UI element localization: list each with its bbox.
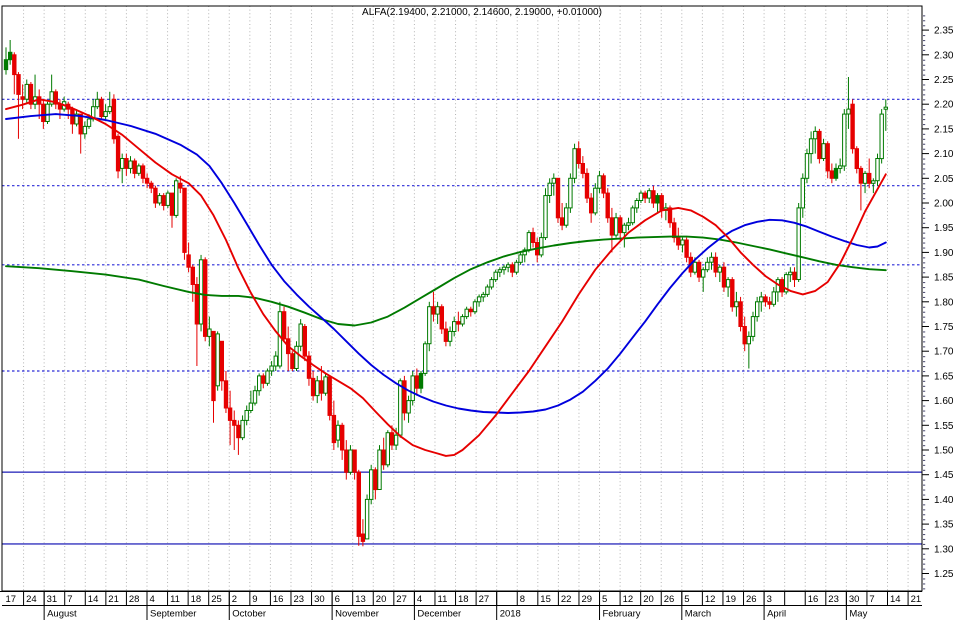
week-tick-label: 16 [808,594,819,605]
price-axis-label: 1.30 [934,544,954,555]
month-label: August [47,609,77,620]
price-axis-label: 2.05 [934,174,954,185]
price-axis-label: 2.35 [934,26,954,37]
week-tick-label: 5 [684,594,689,605]
week-tick-label: 11 [438,594,448,605]
week-tick-label: 4 [150,594,155,605]
week-tick-label: 11 [170,594,180,605]
week-tick-label: 23 [828,594,839,605]
price-axis-label: 1.60 [934,396,954,407]
week-tick-label: 17 [6,594,17,605]
week-tick-label: 2 [232,594,237,605]
month-label: April [767,609,786,620]
chart-title: ALFA(2.19400, 2.21000, 2.14600, 2.19000,… [362,7,602,18]
week-tick-label: 12 [623,594,634,605]
week-tick-label: 12 [705,594,716,605]
month-label: November [335,609,379,620]
week-tick-label: 21 [108,594,119,605]
week-tick-label: 27 [479,594,490,605]
price-axis-label: 2.30 [934,50,954,61]
week-tick-label: 31 [47,594,58,605]
ma-slow-green-line[interactable] [5,235,887,327]
month-label: March [685,609,711,620]
week-tick-label: 4 [417,594,422,605]
month-label: May [849,609,867,620]
candlesticks [3,40,888,547]
price-axis-label: 1.40 [934,495,954,506]
price-axis-label: 1.90 [934,248,954,259]
price-axis-label: 1.65 [934,371,954,382]
week-tick-label: 16 [273,594,284,605]
month-label: 2018 [500,609,521,620]
price-axis-label: 1.75 [934,322,954,333]
week-tick-label: 18 [458,594,469,605]
price-axis-label: 1.35 [934,520,954,531]
week-tick-label: 22 [561,594,572,605]
ma-fast-red-line[interactable] [5,98,887,457]
price-axis-label: 2.15 [934,124,954,135]
price-axis[interactable]: 2.35 2.30 2.25 2.20 2.15 2.10 2.05 2.00 1.95 1.90… [922,15,954,590]
week-tick-label: 28 [129,594,140,605]
week-tick-label: 14 [88,594,99,605]
price-axis-label: 1.25 [934,569,954,580]
week-tick-label: 15 [540,594,551,605]
week-tick-label: 6 [335,594,340,605]
price-axis-label: 1.50 [934,446,954,457]
week-tick-label: 5 [602,594,607,605]
price-axis-label: 1.85 [934,273,954,284]
week-tick-label: 30 [314,594,325,605]
week-tick-label: 27 [396,594,407,605]
price-axis-label: 2.00 [934,199,954,210]
ma-medium-blue-line[interactable] [5,113,887,414]
week-tick-label: 9 [252,594,257,605]
week-tick-label: 26 [746,594,757,605]
price-axis-label: 2.20 [934,100,954,111]
month-label: September [150,609,196,620]
month-label: December [417,609,461,620]
price-axis-label: 2.25 [934,75,954,86]
week-tick-label: 23 [294,594,305,605]
week-tick-label: 25 [211,594,222,605]
week-tick-label: 24 [26,594,37,605]
week-tick-label: 26 [664,594,675,605]
price-axis-label: 1.55 [934,421,954,432]
week-tick-label: 30 [849,594,860,605]
week-tick-label: 8 [520,594,525,605]
week-tick-label: 29 [582,594,593,605]
price-axis-label: 1.95 [934,223,954,234]
week-tick-label: 20 [376,594,387,605]
price-axis-label: 1.70 [934,347,954,358]
week-tick-label: 14 [890,594,901,605]
week-tick-label: 21 [911,594,922,605]
week-tick-label: 3 [767,594,772,605]
price-axis-label: 2.10 [934,149,954,160]
week-tick-label: 19 [726,594,737,605]
week-tick-label: 13 [355,594,366,605]
week-tick-label: 7 [869,594,874,605]
month-label: February [603,609,641,620]
price-axis-label: 1.80 [934,297,954,308]
week-tick-label: 18 [191,594,202,605]
trendlines[interactable] [2,98,922,545]
price-axis-label: 1.45 [934,470,954,481]
month-label: October [232,609,266,620]
time-axis[interactable]: 17 24 31 7 14 21 28 4 11 18 25 2 9 16 23 30 6 13 20 27 4 11 18… [0,591,922,620]
week-tick-label: 7 [67,594,72,605]
week-tick-label: 20 [643,594,654,605]
